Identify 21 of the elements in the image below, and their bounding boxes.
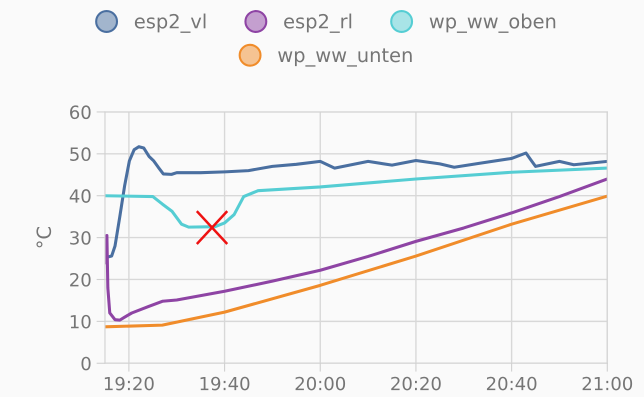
legend-label: esp2_rl [284, 14, 352, 33]
y-tick-label: 60 [70, 105, 91, 120]
y-tick-label: 20 [70, 272, 91, 287]
y-tick-label: 0 [81, 356, 91, 370]
y-tick-label: 30 [70, 231, 91, 245]
y-tick-label: 40 [70, 189, 91, 203]
legend-label: wp_ww_unten [278, 48, 412, 67]
y-tick-label: 10 [70, 314, 91, 328]
x-tick-label: 20:40 [486, 376, 536, 390]
y-axis-title: °C [36, 227, 52, 248]
line-series [104, 166, 608, 229]
legend-label: wp_ww_oben [430, 14, 556, 33]
x-tick-label: 19:40 [200, 376, 250, 390]
y-tick-label: 50 [70, 147, 91, 161]
x-tick-label: 20:20 [391, 376, 441, 390]
x-tick-label: 20:00 [296, 376, 346, 390]
line-series [104, 177, 608, 322]
line-series [104, 194, 608, 328]
x-tick-label: 21:00 [582, 376, 632, 390]
x-tick-label: 19:20 [104, 376, 154, 390]
legend-label: esp2_vl [134, 14, 206, 33]
